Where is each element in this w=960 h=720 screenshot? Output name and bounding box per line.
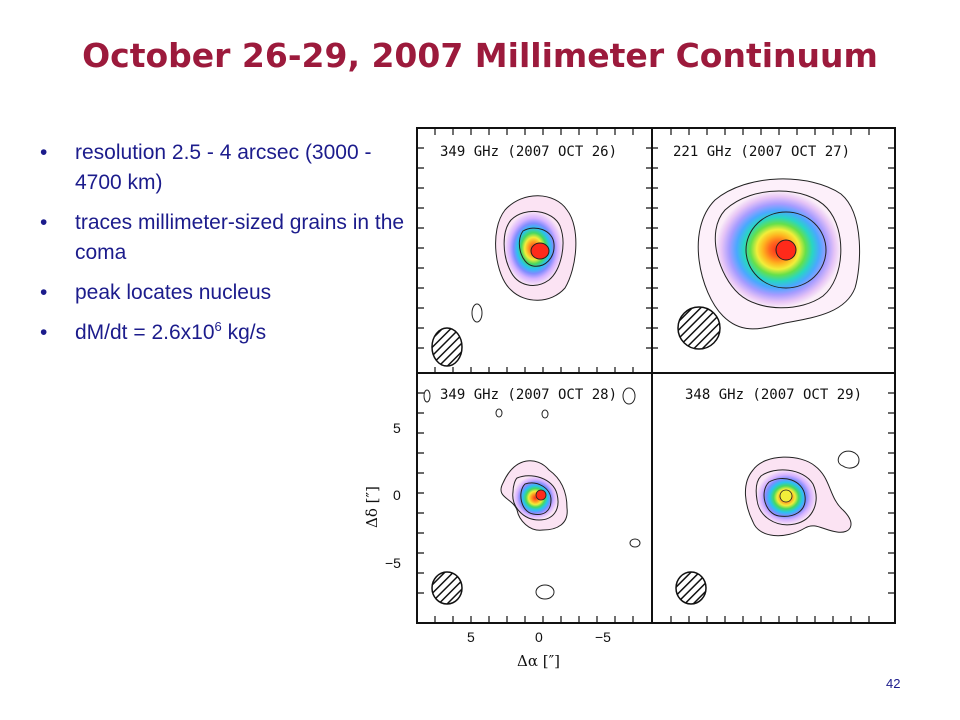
bullet-item: • dM/dt = 2.6x106 kg/s xyxy=(40,318,410,348)
x-tick-label: −5 xyxy=(595,629,611,645)
bullet-dot: • xyxy=(40,321,48,344)
panel-label-oct28: 349 GHz (2007 OCT 28) xyxy=(440,387,617,403)
bullet-text: resolution 2.5 - 4 arcsec (3000 - 4700 k… xyxy=(75,141,372,194)
panel-label-oct27: 221 GHz (2007 OCT 27) xyxy=(673,144,850,160)
bullet-item: • resolution 2.5 - 4 arcsec (3000 - 4700 … xyxy=(40,138,410,198)
bullet-text: traces millimeter-sized grains in the co… xyxy=(75,211,405,264)
page-number: 42 xyxy=(886,676,901,691)
y-tick-label: 0 xyxy=(393,487,401,503)
bullet-dot: • xyxy=(40,281,48,304)
bullet-list: • resolution 2.5 - 4 arcsec (3000 - 4700 … xyxy=(40,138,410,358)
bullet-text-before: dM/dt = 2.6x10 xyxy=(75,321,215,344)
contour-figure: 349 GHz (2007 OCT 26) 221 GHz (2007 OCT … xyxy=(363,127,896,670)
bullet-text: peak locates nucleus xyxy=(75,281,272,304)
slide-title: October 26-29, 2007 Millimeter Continuum xyxy=(82,36,878,75)
x-tick-label: 0 xyxy=(535,629,543,645)
contour-map-oct27 xyxy=(677,178,861,350)
x-axis-label: Δα [″] xyxy=(517,652,560,670)
bullet-item: • traces millimeter-sized grains in the c… xyxy=(40,208,410,268)
tick-marks xyxy=(417,128,895,623)
beam-ellipse xyxy=(677,306,721,350)
contour-map-oct29 xyxy=(675,450,860,605)
bullet-dot: • xyxy=(40,141,48,164)
x-tick-label: 5 xyxy=(467,629,475,645)
panel-label-oct29: 348 GHz (2007 OCT 29) xyxy=(685,387,862,403)
bullet-text-after: kg/s xyxy=(221,321,267,344)
contour-map-oct26 xyxy=(431,195,577,367)
beam-ellipse xyxy=(431,327,463,367)
bullet-superscript: 6 xyxy=(214,319,222,334)
y-axis-label: Δδ [″] xyxy=(363,486,381,528)
contour-map-oct28 xyxy=(423,387,641,605)
y-tick-label: −5 xyxy=(385,555,401,571)
panel-label-oct26: 349 GHz (2007 OCT 26) xyxy=(440,144,617,160)
bullet-dot: • xyxy=(40,211,48,234)
y-tick-label: 5 xyxy=(393,420,401,436)
beam-ellipse xyxy=(431,571,463,605)
bullet-item: • peak locates nucleus xyxy=(40,278,410,308)
beam-ellipse xyxy=(675,571,707,605)
